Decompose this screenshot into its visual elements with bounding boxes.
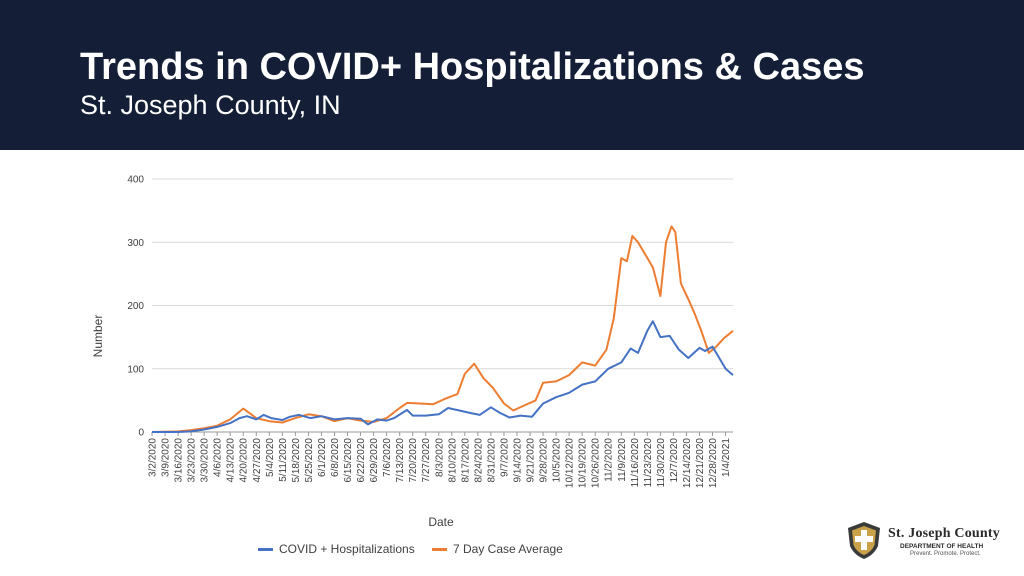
x-tick-label: 7/20/2020: [408, 438, 419, 483]
x-tick-label: 3/16/2020: [174, 438, 185, 483]
x-tick-label: 5/4/2020: [265, 438, 276, 477]
header-banner: Trends in COVID+ Hospitalizations & Case…: [0, 0, 1024, 150]
y-tick-label: 200: [127, 301, 144, 312]
legend-item-hospitalizations: COVID + Hospitalizations: [258, 540, 415, 558]
x-axis-label: Date: [428, 515, 454, 529]
page-title: Trends in COVID+ Hospitalizations & Case…: [80, 46, 865, 88]
legend-swatch-orange: [432, 547, 447, 551]
x-tick-label: 6/15/2020: [343, 438, 354, 483]
x-tick-label: 10/19/2020: [578, 438, 589, 488]
x-tick-label: 3/23/2020: [187, 438, 198, 483]
logo-department: DEPARTMENT OF HEALTH: [900, 543, 984, 550]
x-tick-label: 4/6/2020: [213, 438, 224, 477]
county-health-logo: St. Joseph County DEPARTMENT OF HEALTH P…: [844, 520, 1014, 566]
y-axis-label: Number: [91, 315, 105, 358]
logo-tagline: Prevent. Promote. Protect.: [910, 551, 981, 557]
x-tick-label: 3/9/2020: [161, 438, 172, 477]
x-tick-label: 9/21/2020: [526, 438, 537, 483]
x-axis-ticks: 3/2/2020 3/9/2020 3/16/2020 3/23/2020 3/30/2…: [148, 432, 732, 488]
x-tick-label: 11/9/2020: [617, 438, 628, 482]
x-tick-label: 5/11/2020: [278, 438, 289, 482]
x-tick-label: 4/20/2020: [239, 438, 250, 483]
x-tick-label: 8/3/2020: [434, 438, 445, 477]
x-tick-label: 9/7/2020: [499, 438, 510, 477]
x-tick-label: 11/30/2020: [656, 438, 667, 488]
x-tick-label: 9/28/2020: [539, 438, 550, 483]
x-tick-label: 8/24/2020: [473, 438, 484, 483]
shield-icon: [848, 522, 880, 559]
x-tick-label: 4/13/2020: [226, 438, 237, 483]
x-tick-label: 5/25/2020: [304, 438, 315, 483]
y-tick-label: 400: [127, 175, 144, 186]
x-tick-label: 7/27/2020: [421, 438, 432, 483]
x-tick-label: 12/7/2020: [669, 438, 680, 483]
x-tick-label: 3/30/2020: [200, 438, 211, 483]
x-tick-label: 12/28/2020: [708, 438, 719, 488]
x-tick-label: 9/14/2020: [512, 438, 523, 483]
x-tick-label: 8/31/2020: [486, 438, 497, 483]
legend-label: 7 Day Case Average: [453, 542, 563, 556]
x-tick-label: 6/1/2020: [317, 438, 328, 477]
logo-name: St. Joseph County: [888, 526, 1000, 541]
chart-series: [151, 225, 734, 433]
x-tick-label: 3/2/2020: [148, 438, 159, 477]
x-tick-label: 10/26/2020: [591, 438, 602, 488]
x-tick-label: 12/14/2020: [682, 438, 693, 488]
y-tick-label: 100: [127, 364, 144, 375]
chart-grid: [152, 178, 733, 433]
series-line-case-average: [151, 225, 734, 433]
y-axis-ticks: 0 100 200 300 400: [127, 175, 144, 439]
x-tick-label: 6/22/2020: [356, 438, 367, 483]
legend-label: COVID + Hospitalizations: [279, 542, 415, 556]
y-tick-label: 0: [138, 428, 144, 439]
x-tick-label: 10/12/2020: [565, 438, 576, 488]
x-tick-label: 11/16/2020: [630, 438, 641, 488]
legend-swatch-blue: [258, 547, 273, 551]
x-tick-label: 11/2/2020: [604, 438, 615, 482]
x-tick-label: 12/21/2020: [695, 438, 706, 488]
x-tick-label: 1/4/2021: [721, 438, 732, 477]
legend-item-case-average: 7 Day Case Average: [432, 540, 563, 558]
x-tick-label: 5/18/2020: [291, 438, 302, 483]
y-tick-label: 300: [127, 238, 144, 249]
x-tick-label: 6/8/2020: [330, 438, 341, 477]
x-tick-label: 7/13/2020: [395, 438, 406, 483]
x-tick-label: 8/10/2020: [447, 438, 458, 483]
x-tick-label: 4/27/2020: [252, 438, 263, 483]
x-tick-label: 11/23/2020: [643, 438, 654, 488]
x-tick-label: 7/6/2020: [382, 438, 393, 477]
x-tick-label: 8/17/2020: [460, 438, 471, 483]
page-subtitle: St. Joseph County, IN: [80, 90, 341, 120]
series-line-hospitalizations: [152, 320, 734, 433]
x-tick-label: 6/29/2020: [369, 438, 380, 483]
x-tick-label: 10/5/2020: [552, 438, 563, 483]
